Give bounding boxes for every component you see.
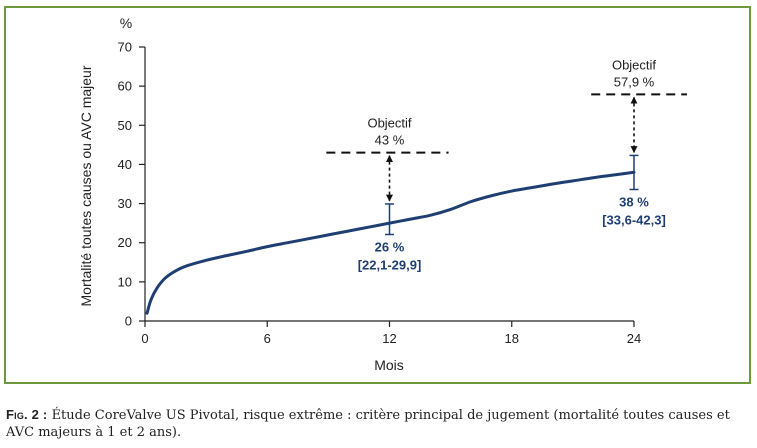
data-label-ci: [33,6-42,3] <box>602 212 666 227</box>
y-axis-title: Mortalité toutes causes ou AVC majeur <box>78 65 94 306</box>
data-label-ci: [22,1-29,9] <box>358 257 422 272</box>
y-axis-unit: % <box>120 15 132 31</box>
caption-label: Fig. 2 : <box>6 407 48 422</box>
target-label: Objectif <box>612 57 656 72</box>
series-line <box>145 170 636 315</box>
target-value: 43 % <box>375 133 405 148</box>
y-tick-label: 10 <box>118 274 132 289</box>
x-tick-label: 24 <box>627 331 641 346</box>
chart-marks: 26 % [22,1-29,9] 38 % [33,6-42,3] Objectif 43… <box>145 57 687 315</box>
y-tick-label: 60 <box>118 79 132 94</box>
caption-text: Étude CoreValve US Pivotal, risque extrê… <box>6 408 730 440</box>
y-tick-label: 50 <box>118 118 132 133</box>
line-chart: 0 10 20 30 40 50 60 70 0 6 12 18 24 26 % [22,1-29,9] 3… <box>78 15 687 373</box>
y-tick-label: 0 <box>125 314 132 329</box>
y-tick-label: 20 <box>118 235 132 250</box>
x-tick-label: 18 <box>505 331 519 346</box>
x-tick-label: 6 <box>264 331 271 346</box>
chart-axes: 0 10 20 30 40 50 60 70 0 6 12 18 24 <box>118 40 642 347</box>
x-axis-title: Mois <box>374 357 404 373</box>
figure-caption: Fig. 2 : Étude CoreValve US Pivotal, ris… <box>6 406 751 441</box>
x-tick-label: 12 <box>382 331 396 346</box>
y-tick-label: 70 <box>118 40 132 55</box>
y-tick-label: 40 <box>118 157 132 172</box>
y-tick-label: 30 <box>118 196 132 211</box>
data-label-value: 26 % <box>375 239 405 254</box>
target-label: Objectif <box>367 116 411 131</box>
data-label-value: 38 % <box>619 194 649 209</box>
target-value: 57,9 % <box>614 74 655 89</box>
x-tick-label: 0 <box>141 331 148 346</box>
